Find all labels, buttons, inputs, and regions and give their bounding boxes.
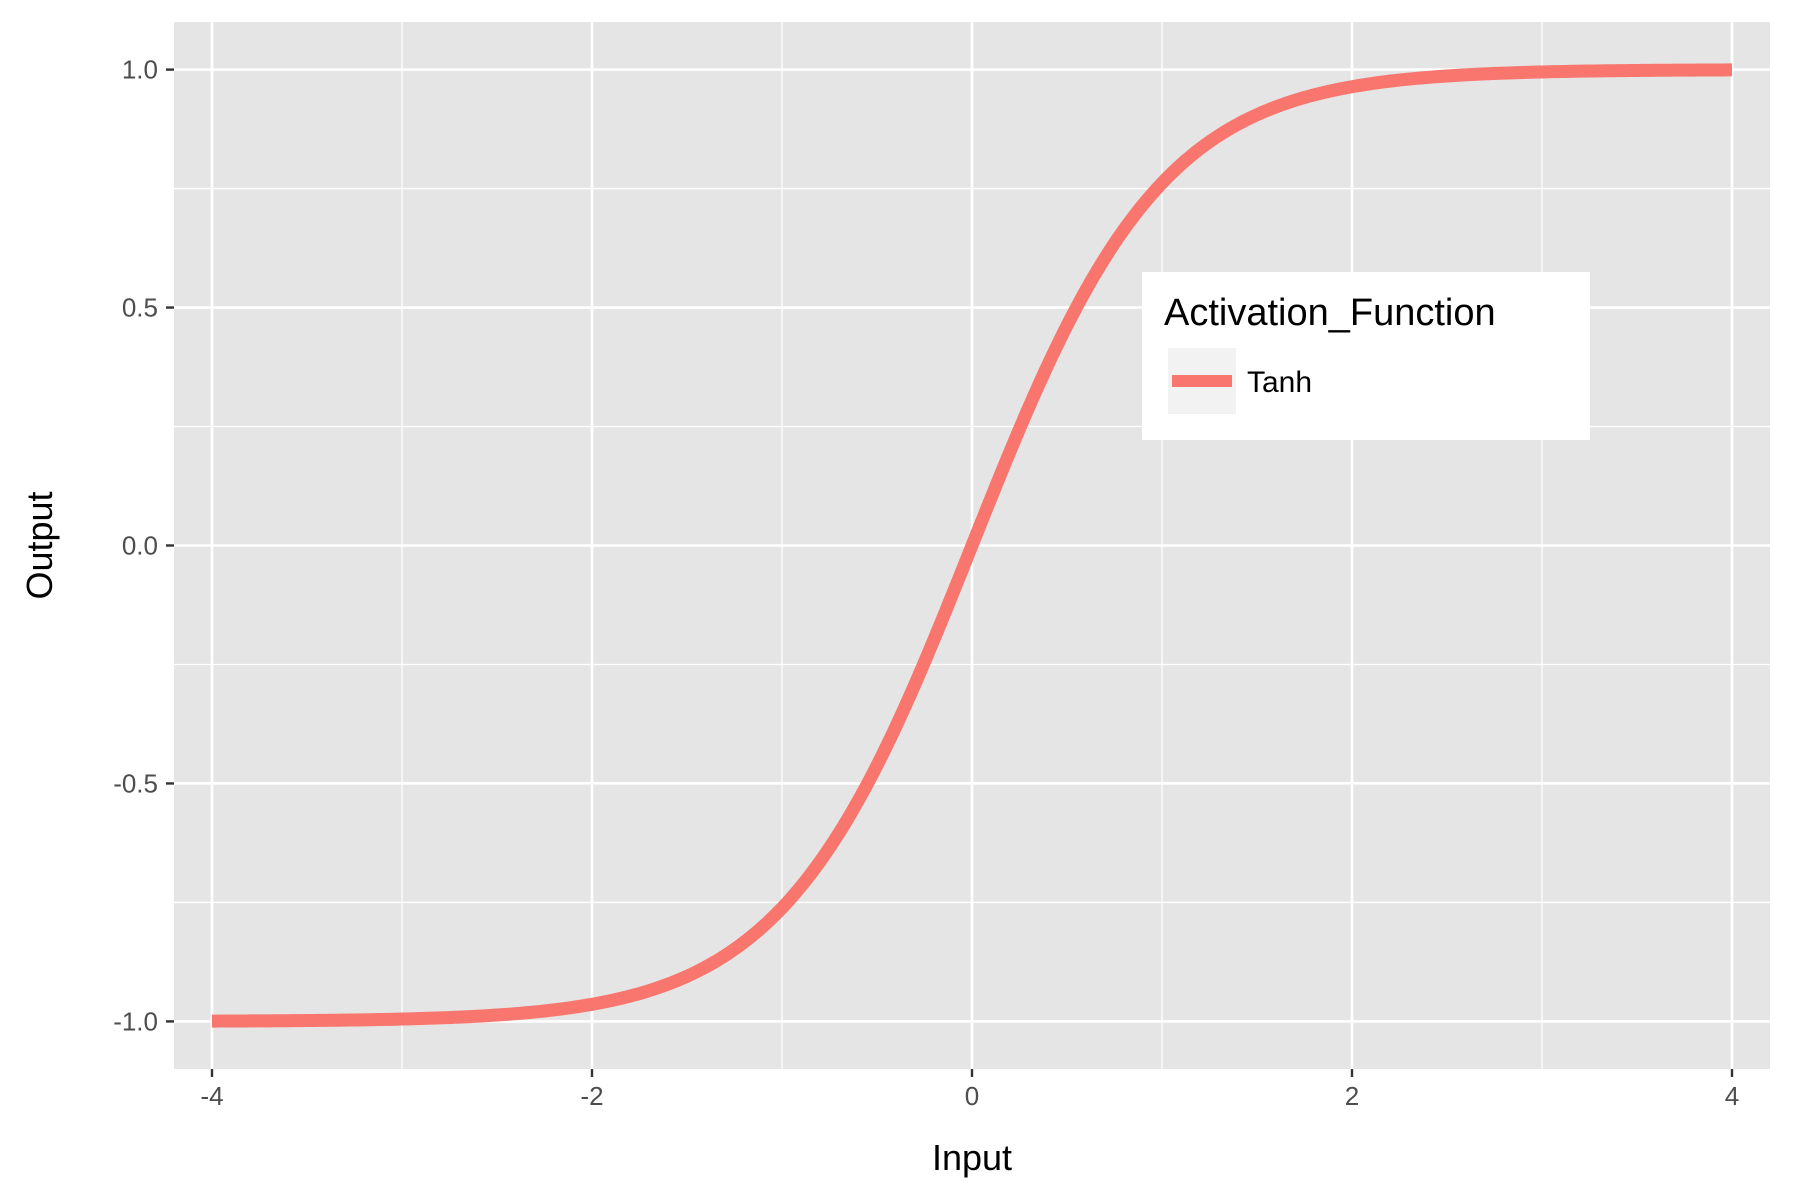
legend-label-tanh: Tanh [1247, 366, 1312, 399]
x-tick-label: 0 [965, 1081, 979, 1111]
x-tick-label: -2 [580, 1081, 603, 1111]
y-tick-label: 0.5 [122, 293, 158, 323]
legend: Activation_Function Tanh [1142, 272, 1590, 440]
y-tick-label: 1.0 [122, 55, 158, 85]
series-line-tanh [209, 63, 1735, 1028]
x-axis-ticks: -4 -2 0 2 4 [200, 1069, 1739, 1111]
y-tick-label: -1.0 [113, 1006, 158, 1036]
y-axis-ticks: -1.0 -0.5 0.0 0.5 1.0 [113, 55, 174, 1036]
y-axis-title: Output [19, 491, 60, 599]
y-tick-label: 0.0 [122, 531, 158, 561]
x-axis-title: Input [932, 1137, 1012, 1178]
legend-title: Activation_Function [1164, 292, 1496, 334]
x-tick-label: 2 [1345, 1081, 1359, 1111]
y-tick-label: -0.5 [113, 768, 158, 798]
x-tick-label: 4 [1725, 1081, 1739, 1111]
x-tick-label: -4 [200, 1081, 223, 1111]
